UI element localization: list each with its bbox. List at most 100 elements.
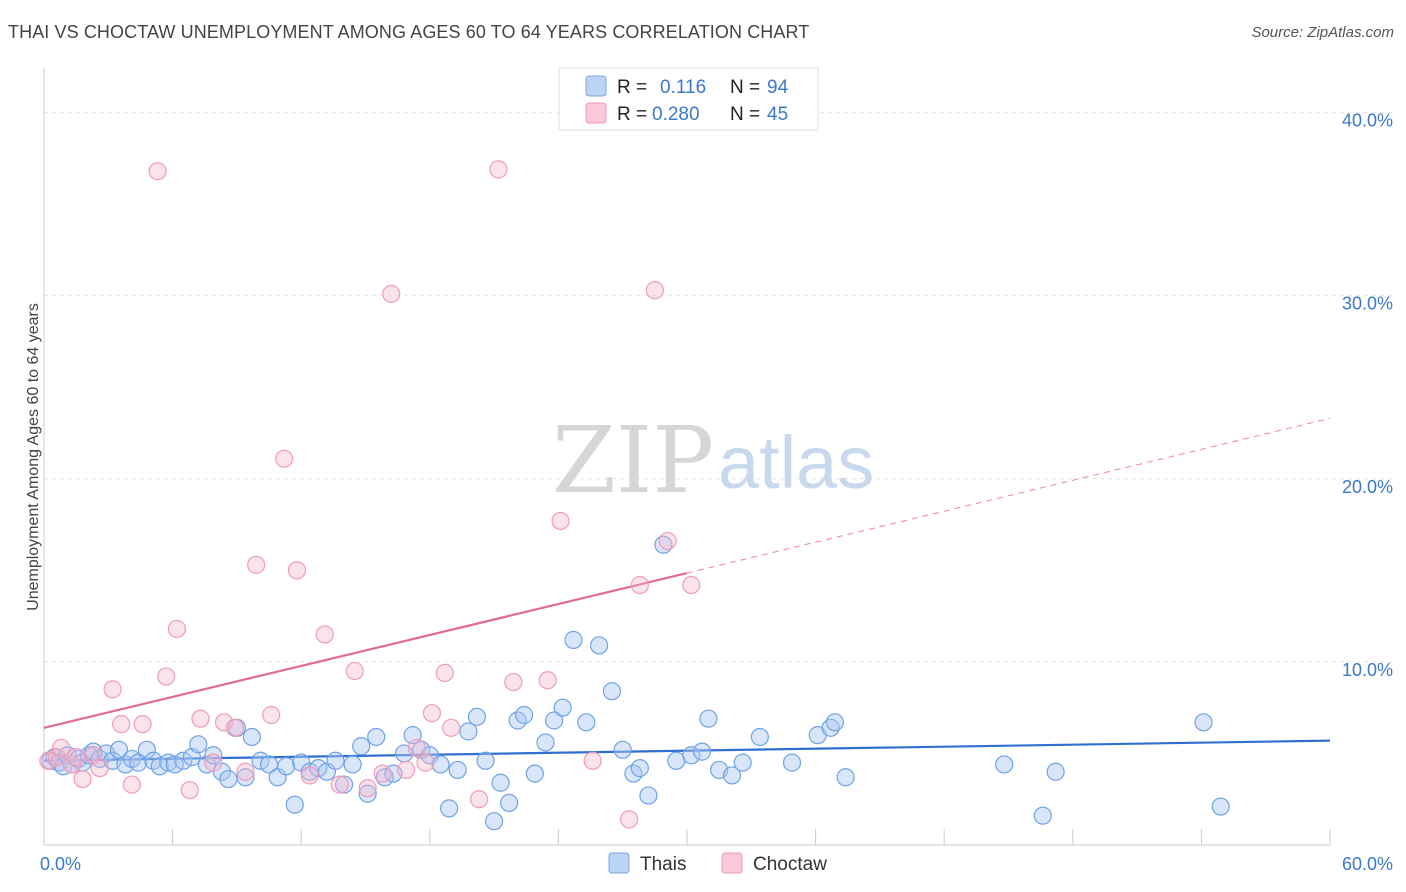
choctaw-point-14 [167,619,186,639]
legend-n-label-thais: N = [730,77,760,98]
thais-point-24 [189,735,208,754]
choctaw-point-20 [236,762,255,781]
watermark-zip: ZIP [552,407,714,514]
choctaw-point-24 [287,561,307,580]
thais-point-94 [1211,797,1230,816]
x-axis-ticks [43,829,1331,845]
choctaw-point-17 [204,753,223,772]
stats-legend: R = 0.116 N = 94 R = 0.280 N = 45 [558,67,819,131]
x-tick-label-0: 0.0% [40,854,81,874]
y-tick-labels: 10.0% 20.0% 30.0% 40.0% [1342,111,1393,680]
choctaw-point-10 [122,775,141,794]
choctaw-point-27 [330,775,349,794]
thais-point-20 [159,753,178,772]
y-tick-label-40: 40.0% [1342,111,1393,131]
thais-point-35 [277,757,296,776]
thais-point-65 [536,733,555,752]
thais-trend-line [43,739,1331,762]
legend-r-label-thais: R = [617,77,647,98]
thais-point-70 [590,636,609,655]
series-legend: Thais Choctaw [608,852,827,875]
choctaw-point-18 [214,713,234,732]
choctaw-point-29 [358,779,377,798]
thais-point-74 [630,758,649,778]
series-choctaw-points [39,160,701,829]
choctaw-point-37 [442,718,461,737]
choctaw-point-41 [538,671,557,690]
thais-point-41 [326,751,345,770]
gridlines [44,112,1392,663]
thais-point-92 [1046,762,1065,781]
choctaw-point-39 [489,160,508,179]
legend-n-value-thais: 94 [767,77,789,98]
choctaw-point-25 [300,766,319,785]
choctaw-point-15 [180,780,199,800]
thais-point-66 [545,711,564,730]
y-axis-label: Unemployment Among Ages 60 to 64 years [25,303,42,611]
choctaw-point-42 [551,511,570,531]
y-tick-label-10: 10.0% [1342,660,1393,680]
choctaw-point-21 [247,555,266,574]
choctaw-point-5 [73,769,92,789]
thais-point-53 [431,755,450,774]
choctaw-trend-extension [686,417,1331,574]
thais-point-79 [692,742,712,761]
thais-point-57 [467,707,487,726]
thais-point-63 [515,705,534,725]
thais-point-80 [699,709,718,728]
choctaw-point-9 [112,715,131,734]
choctaw-point-4 [67,748,86,767]
thais-point-82 [722,766,742,785]
thais-point-44 [352,737,371,756]
bottom-legend-choctaw: Choctaw [753,854,827,875]
thais-point-67 [553,698,572,717]
thais-point-28 [219,769,238,789]
choctaw-point-13 [157,667,176,686]
watermark-atlas: atlas [718,421,874,504]
thais-point-68 [564,630,583,650]
thais-point-84 [750,727,769,747]
choctaw-point-43 [583,751,602,770]
choctaw-trend-line [43,572,688,729]
choctaw-point-1 [47,748,66,767]
thais-point-16 [129,753,148,772]
source-label: Source: ZipAtlas.com [1251,24,1394,41]
thais-point-69 [577,713,596,732]
thais-point-25 [197,755,216,774]
thais-point-45 [358,784,377,803]
choctaw-point-40 [504,672,523,692]
legend-swatch-choctaw [585,102,607,124]
watermark: ZIP atlas [552,407,874,514]
choctaw-point-7 [90,758,109,778]
thais-point-31 [242,727,262,747]
thais-point-42 [334,775,354,794]
x-tick-labels: 0.0% 60.0% [40,854,1393,874]
thais-point-26 [204,746,223,765]
thais-point-78 [682,746,701,765]
choctaw-point-23 [274,449,294,468]
y-tick-label-30: 30.0% [1342,294,1393,314]
legend-r-value-choctaw: 0.280 [652,104,700,125]
choctaw-point-48 [682,575,701,595]
thais-point-64 [525,764,544,783]
thais-point-88 [825,713,844,732]
choctaw-point-19 [225,718,244,737]
choctaw-point-45 [630,575,649,595]
thais-point-30 [236,768,255,787]
choctaw-point-28 [345,661,364,681]
thais-point-72 [613,740,632,759]
choctaw-point-46 [645,281,664,300]
choctaw-point-38 [469,790,489,809]
thais-point-91 [1033,806,1052,825]
y-tick-label-20: 20.0% [1342,477,1393,497]
thais-point-93 [1194,713,1213,732]
choctaw-point-16 [191,709,210,728]
choctaw-point-35 [422,704,442,723]
choctaw-point-26 [315,625,334,644]
thais-point-61 [500,793,519,812]
thais-point-17 [137,740,156,759]
thais-point-83 [733,753,752,772]
choctaw-point-11 [133,715,152,734]
bottom-legend-thais: Thais [640,854,686,875]
